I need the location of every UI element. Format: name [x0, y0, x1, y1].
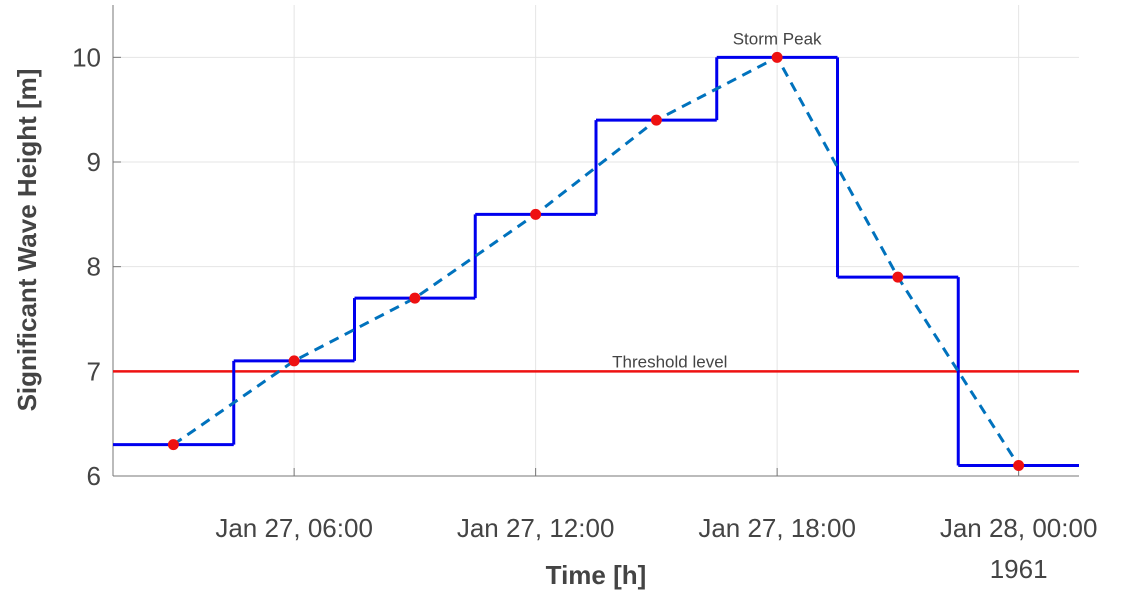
y-tick-label: 10	[72, 42, 101, 72]
data-point	[1013, 460, 1025, 472]
x-secondary-label: 1961	[990, 554, 1048, 584]
data-line	[172, 55, 1020, 467]
x-tick-label: Jan 28, 00:00	[940, 513, 1098, 543]
data-point	[288, 355, 300, 367]
threshold-label: Threshold level	[612, 352, 727, 371]
y-tick-label: 6	[87, 461, 101, 491]
data-point	[650, 114, 662, 126]
data-point	[409, 292, 421, 304]
data-point	[771, 51, 783, 63]
y-axis-title: Significant Wave Height [m]	[12, 69, 42, 412]
data-point	[530, 208, 542, 220]
y-tick-label: 9	[87, 147, 101, 177]
x-tick-label: Jan 27, 12:00	[457, 513, 615, 543]
data-point	[892, 271, 904, 283]
x-tick-label: Jan 27, 18:00	[698, 513, 856, 543]
data-point	[167, 439, 179, 451]
annotation: Storm Peak	[733, 29, 822, 48]
x-axis-title: Time [h]	[546, 560, 647, 590]
y-tick-label: 8	[87, 252, 101, 282]
y-tick-label: 7	[87, 356, 101, 386]
x-tick-label: Jan 27, 06:00	[215, 513, 373, 543]
